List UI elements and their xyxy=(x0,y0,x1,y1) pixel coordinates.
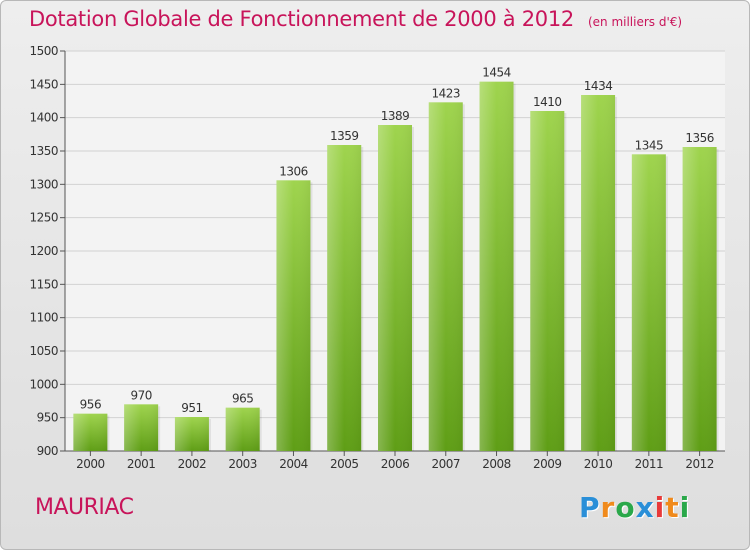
x-tick-label: 2006 xyxy=(381,457,410,471)
y-tick-label: 1200 xyxy=(29,244,58,258)
data-label: 951 xyxy=(181,401,202,415)
data-label: 1306 xyxy=(279,164,308,178)
x-tick-label: 2003 xyxy=(228,457,257,471)
bar-highlight xyxy=(174,417,209,451)
bar-highlight xyxy=(530,111,565,451)
data-label: 1454 xyxy=(482,66,511,80)
bar-highlight xyxy=(276,180,311,452)
y-tick-label: 1450 xyxy=(29,77,58,91)
data-label: 1410 xyxy=(533,95,562,109)
bar-highlight xyxy=(73,413,108,451)
proxiti-logo: Proxiti xyxy=(579,491,690,524)
x-tick-label: 2009 xyxy=(533,457,562,471)
bar-highlight xyxy=(682,147,717,451)
bar-highlight xyxy=(327,145,362,451)
chart-unit-note: (en milliers d'€) xyxy=(587,15,683,29)
x-tick-label: 2012 xyxy=(685,457,714,471)
y-tick-label: 1350 xyxy=(29,144,58,158)
y-tick-label: 950 xyxy=(37,411,58,425)
logo-letter: i xyxy=(654,491,666,524)
logo-letter: x xyxy=(635,491,655,524)
data-label: 1434 xyxy=(584,79,613,93)
logo-letter: t xyxy=(665,491,680,524)
data-label: 1423 xyxy=(431,86,460,100)
bar-highlight xyxy=(581,95,616,451)
x-tick-label: 2008 xyxy=(482,457,511,471)
logo-letter: i xyxy=(679,491,691,524)
y-tick-label: 900 xyxy=(37,444,58,458)
y-tick-label: 1300 xyxy=(29,177,58,191)
y-tick-label: 1150 xyxy=(29,277,58,291)
x-tick-label: 2000 xyxy=(76,457,105,471)
x-tick-label: 2004 xyxy=(279,457,308,471)
bar-highlight xyxy=(124,404,159,451)
bar-highlight xyxy=(378,125,412,451)
chart-title: Dotation Globale de Fonctionnement de 20… xyxy=(29,7,682,31)
x-tick-label: 2011 xyxy=(635,457,664,471)
bar-highlight xyxy=(631,154,666,452)
x-tick-label: 2001 xyxy=(127,457,156,471)
bar-highlight xyxy=(225,407,260,451)
data-label: 1345 xyxy=(635,138,664,152)
chart-title-text: Dotation Globale de Fonctionnement de 20… xyxy=(29,7,574,31)
y-tick-label: 1250 xyxy=(29,211,58,225)
y-tick-label: 1100 xyxy=(29,311,58,325)
logo-letter: P xyxy=(579,491,601,524)
location-label: MAURIAC xyxy=(35,495,134,520)
data-label: 956 xyxy=(80,398,101,412)
data-label: 970 xyxy=(130,388,151,402)
x-tick-label: 2010 xyxy=(584,457,613,471)
logo-letter: r xyxy=(600,491,616,524)
y-tick-label: 1050 xyxy=(29,344,58,358)
x-tick-label: 2005 xyxy=(330,457,359,471)
bar-highlight xyxy=(428,102,463,451)
data-label: 965 xyxy=(232,392,253,406)
logo-letter: o xyxy=(615,491,636,524)
y-tick-label: 1400 xyxy=(29,111,58,125)
x-tick-label: 2002 xyxy=(178,457,207,471)
data-label: 1389 xyxy=(381,109,410,123)
y-tick-label: 1000 xyxy=(29,377,58,391)
data-label: 1356 xyxy=(685,131,714,145)
data-label: 1359 xyxy=(330,129,359,143)
y-tick-label: 1500 xyxy=(29,44,58,58)
bar-highlight xyxy=(479,81,514,452)
x-tick-label: 2007 xyxy=(431,457,460,471)
